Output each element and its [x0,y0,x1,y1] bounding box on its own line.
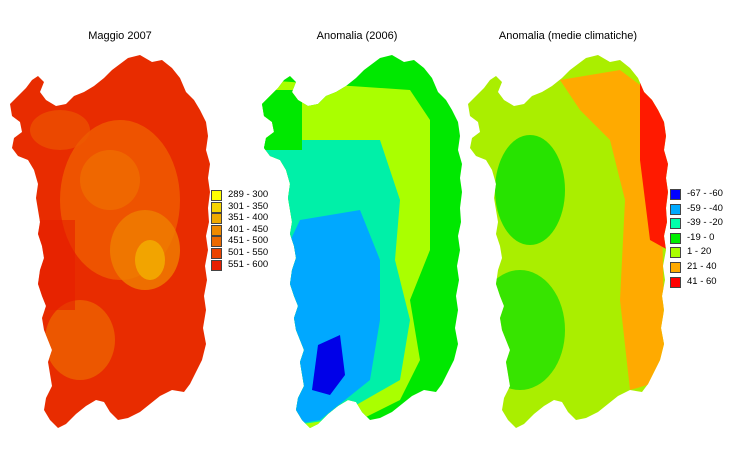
legend-swatch [670,261,681,273]
legend-label: 551 - 600 [228,258,269,270]
legend-label: 301 - 350 [228,200,269,212]
map-maggio-2007 [10,55,210,428]
legend-label: 21 - 40 [687,260,717,272]
legend-label: 41 - 60 [687,275,717,287]
legend-label: 401 - 450 [228,223,269,235]
legend-swatch [211,224,222,236]
legend-label: 451 - 500 [228,235,269,247]
map-title-maggio-2007: Maggio 2007 [88,30,152,42]
legend-swatch [211,259,222,271]
map-anomalia-medie [468,55,668,428]
map-anomalia-2006 [262,55,462,428]
legend-swatch [670,218,681,230]
legend-label: -39 - -20 [687,217,723,229]
legend-swatch [670,276,681,288]
legend-label: 289 - 300 [228,189,269,200]
map-title-anomalia-2006: Anomalia (2006) [316,30,398,42]
legend-swatch [211,236,222,248]
legend-swatch [670,232,681,244]
legend-label: -19 - 0 [687,231,715,243]
legend-swatch [211,213,222,225]
legend-label: 1 - 20 [687,246,712,258]
legend-swatch [211,247,222,259]
legend-label: -59 - -40 [687,202,723,214]
legend-label: 501 - 550 [228,246,269,258]
legend-swatch [670,247,681,259]
legend-swatch [670,189,681,200]
legend-label: -67 - -60 [687,188,723,199]
legend-swatch [670,203,681,215]
legend-swatch [211,190,222,201]
map-title-anomalia-medie: Anomalia (medie climatiche) [498,30,638,42]
legend-label: 351 - 400 [228,212,269,224]
legend-swatch [211,201,222,213]
